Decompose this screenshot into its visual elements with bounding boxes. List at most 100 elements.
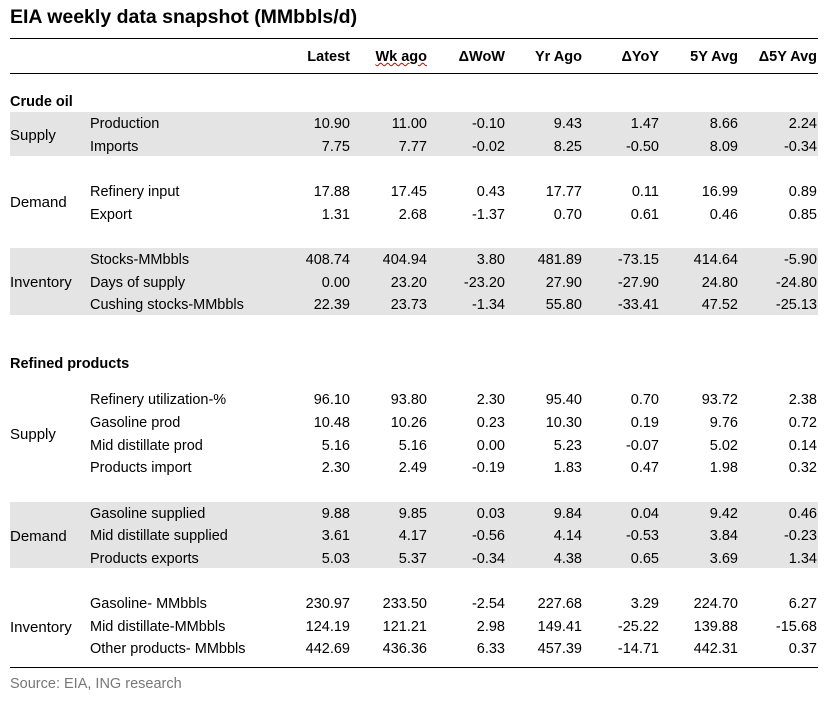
row-label: Mid distillate prod [90,438,203,454]
cell-value: 0.03 [476,506,505,522]
cell-value: 0.23 [476,415,505,431]
cell-value: 2.68 [398,207,427,223]
group-crude-inventory: Inventory [10,274,72,291]
row-label: Export [90,207,132,223]
row-label: Mid distillate supplied [90,528,228,544]
cell-value: 3.80 [476,252,505,268]
source-note: Source: EIA, ING research [10,676,182,692]
row-label: Gasoline supplied [90,506,206,522]
table-title: EIA weekly data snapshot (MMbbls/d) [10,6,358,28]
top-rule [10,38,818,39]
cell-value: 4.17 [398,528,427,544]
cell-value: 2.30 [321,460,350,476]
cell-value: 457.39 [537,641,582,657]
cell-value: 6.33 [476,641,505,657]
cell-value: 0.70 [630,392,659,408]
cell-value: 0.46 [709,207,738,223]
cell-value: -0.34 [783,139,817,155]
table-row: Gasoline supplied 9.88 9.85 0.03 9.84 0.04 9.4… [0,506,836,528]
table-row: Other products- MMbbls 442.69 436.36 6.33 45… [0,641,836,663]
cell-value: 9.84 [553,506,582,522]
table-row: Mid distillate prod 5.16 5.16 0.00 5.23 -0.07… [0,438,836,460]
cell-value: 5.16 [321,438,350,454]
cell-value: 17.45 [390,184,427,200]
cell-value: 5.02 [709,438,738,454]
group-refined-inventory: Inventory [10,619,72,636]
cell-value: 1.47 [630,116,659,132]
cell-value: 93.80 [390,392,427,408]
cell-value: 2.38 [788,392,817,408]
table-row: Export 1.31 2.68 -1.37 0.70 0.61 0.46 0.85 [0,207,836,229]
cell-value: 0.61 [630,207,659,223]
cell-value: 233.50 [382,596,427,612]
band-crude-inventory [10,248,818,315]
column-header-yoy: ΔYoY [621,49,659,65]
column-header-yr-ago: Yr Ago [535,49,582,65]
cell-value: -73.15 [617,252,659,268]
cell-value: 227.68 [537,596,582,612]
cell-value: 8.25 [553,139,582,155]
cell-value: 1.98 [709,460,738,476]
cell-value: -27.90 [617,275,659,291]
cell-value: -0.56 [471,528,505,544]
cell-value: 9.42 [709,506,738,522]
cell-value: 414.64 [693,252,738,268]
row-label: Products exports [90,551,199,567]
cell-value: 10.30 [545,415,582,431]
cell-value: 121.21 [382,619,427,635]
column-header-latest: Latest [307,49,350,65]
column-header-wk-ago: Wk ago [375,49,427,65]
row-label: Refinery input [90,184,180,200]
cell-value: 0.72 [788,415,817,431]
cell-value: 27.90 [545,275,582,291]
cell-value: 2.24 [788,116,817,132]
cell-value: 442.69 [305,641,350,657]
cell-value: 1.34 [788,551,817,567]
cell-value: -0.53 [625,528,659,544]
cell-value: -1.34 [471,297,505,313]
cell-value: 10.90 [313,116,350,132]
cell-value: 93.72 [701,392,738,408]
cell-value: -0.23 [783,528,817,544]
cell-value: 230.97 [305,596,350,612]
cell-value: 5.16 [398,438,427,454]
group-refined-demand: Demand [10,528,67,545]
cell-value: 9.85 [398,506,427,522]
row-label: Refinery utilization-% [90,392,227,408]
cell-value: 24.80 [701,275,738,291]
cell-value: 0.89 [788,184,817,200]
row-label: Products import [90,460,192,476]
cell-value: 3.29 [630,596,659,612]
column-header-5y-delta: Δ5Y Avg [758,49,817,65]
cell-value: 0.46 [788,506,817,522]
table-row: Refinery input 17.88 17.45 0.43 17.77 0.11 16.… [0,184,836,206]
cell-value: 2.98 [476,619,505,635]
cell-value: 5.23 [553,438,582,454]
cell-value: 404.94 [382,252,427,268]
cell-value: 7.77 [398,139,427,155]
cell-value: 5.37 [398,551,427,567]
table-row: Mid distillate supplied 3.61 4.17 -0.56 4.14… [0,528,836,550]
section-crude-oil: Crude oil [10,94,73,110]
cell-value: 95.40 [545,392,582,408]
row-label: Imports [90,139,139,155]
cell-value: -23.20 [463,275,505,291]
band-crude-supply [10,112,818,156]
table-row: Mid distillate-MMbbls 124.19 121.21 2.98 149… [0,619,836,641]
group-refined-supply: Supply [10,426,56,443]
cell-value: 17.88 [313,184,350,200]
column-header-wow: ΔWoW [458,49,505,65]
table-row: Stocks-MMbbls 408.74 404.94 3.80 481.89 -73.1… [0,252,836,274]
cell-value: 2.49 [398,460,427,476]
cell-value: -0.10 [471,116,505,132]
cell-value: 10.48 [313,415,350,431]
cell-value: 224.70 [693,596,738,612]
cell-value: 47.52 [701,297,738,313]
cell-value: -25.22 [617,619,659,635]
cell-value: 22.39 [313,297,350,313]
cell-value: 481.89 [537,252,582,268]
cell-value: 4.38 [553,551,582,567]
cell-value: 0.85 [788,207,817,223]
table-row: Gasoline prod 10.48 10.26 0.23 10.30 0.19 9.76… [0,415,836,437]
table-row: Gasoline- MMbbls 230.97 233.50 -2.54 227.68 3… [0,596,836,618]
